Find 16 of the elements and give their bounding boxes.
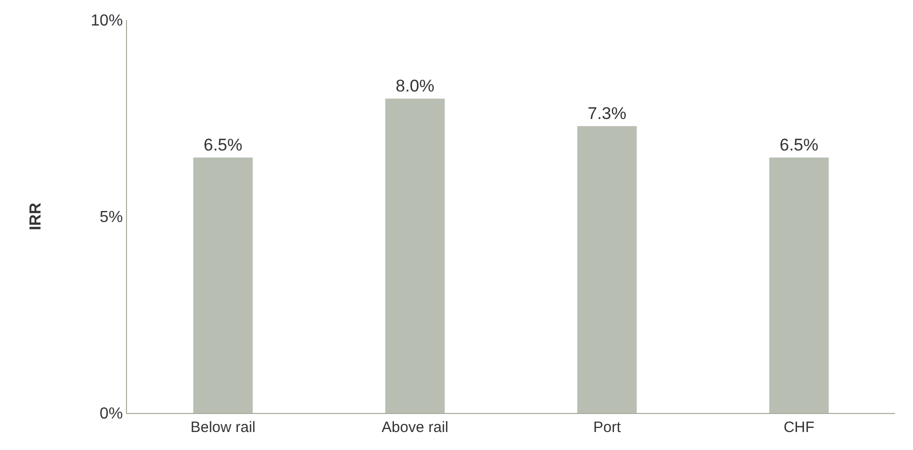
bar bbox=[193, 158, 253, 413]
data-label: 8.0% bbox=[396, 76, 434, 96]
y-axis-title: IRR bbox=[28, 202, 45, 230]
y-tick-label: 5% bbox=[100, 209, 123, 226]
bar bbox=[577, 126, 637, 413]
data-label: 6.5% bbox=[204, 136, 242, 155]
y-tick-label: 10% bbox=[90, 12, 123, 30]
x-tick-label: Below rail bbox=[190, 419, 256, 436]
data-label: 7.3% bbox=[588, 104, 626, 124]
bar bbox=[385, 98, 445, 413]
x-tick-label: Port bbox=[593, 419, 622, 436]
bar bbox=[769, 158, 829, 413]
x-tick-label: CHF bbox=[784, 419, 814, 436]
x-tick-label: Above rail bbox=[382, 419, 448, 436]
y-tick-label: 0% bbox=[100, 406, 123, 423]
data-label: 6.5% bbox=[780, 136, 818, 155]
